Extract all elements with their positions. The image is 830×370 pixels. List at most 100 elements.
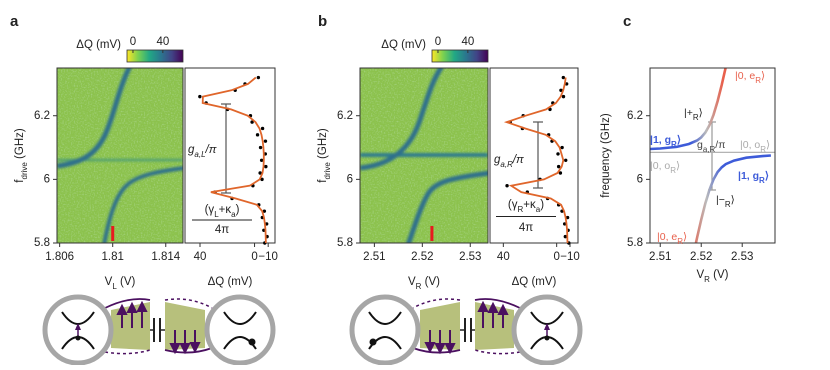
text-part: f <box>317 179 329 183</box>
y-axis-label: fdrive (GHz) <box>317 128 332 183</box>
data-point <box>561 94 566 99</box>
data-point <box>250 120 254 124</box>
plot-frame <box>56 67 184 244</box>
subscript: L <box>112 282 117 291</box>
state-label: |0, oR⟩ <box>740 139 770 154</box>
subscript: R <box>677 237 683 246</box>
text-part: ⟩ <box>765 170 769 182</box>
state-label: |+R⟩ <box>684 107 703 122</box>
y-tick-label: 6 <box>347 173 353 185</box>
data-point <box>259 158 264 162</box>
subscript: R <box>518 205 524 214</box>
x-tick-label: 2.51 <box>363 251 385 263</box>
x-tick-label: −10 <box>560 251 580 263</box>
text-part: V <box>408 276 416 288</box>
y-tick-label: 6.2 <box>34 110 50 122</box>
text-part: |0, o <box>740 139 760 151</box>
y-tick-label: 6.2 <box>627 110 643 122</box>
text-part: |0, e <box>735 70 755 82</box>
text-part: |0, o <box>650 160 670 172</box>
data-point <box>505 184 509 188</box>
text-part: /π <box>715 139 725 151</box>
text-part: |0, e <box>657 231 677 243</box>
text-part: ⟩ <box>766 139 770 151</box>
text-part: (V) <box>710 269 729 281</box>
fit-line <box>503 77 569 244</box>
subscript: a <box>231 210 236 219</box>
text-part: ⟩ <box>761 70 765 82</box>
subscript: drive <box>323 162 332 180</box>
data-point <box>558 171 563 175</box>
coupling-label: ga,R/π <box>494 154 524 169</box>
text-part: (GHz) <box>317 128 329 162</box>
y-axis-label: fdrive (GHz) <box>14 128 29 183</box>
colorbar-tick-label: 0 <box>130 36 136 48</box>
text-part: |+ <box>684 107 693 119</box>
colorbar-tick-label: 40 <box>461 36 474 48</box>
state-label: |1, gR⟩ <box>650 134 681 149</box>
x-axis-label: VR (V) <box>697 269 729 284</box>
gate-marker <box>430 226 434 241</box>
subscript: R <box>693 113 699 122</box>
data-point <box>565 215 570 220</box>
x-tick-label: 2.52 <box>411 251 433 263</box>
data-point <box>255 133 260 137</box>
linewidth-numerator: (γL+κa) <box>205 204 240 219</box>
data-point <box>556 152 560 156</box>
colorbar-label: ΔQ (mV) <box>381 39 426 51</box>
panel-label: b <box>318 13 327 30</box>
bracket <box>221 103 716 194</box>
linewidth-denominator: 4π <box>215 224 229 236</box>
fit-line <box>201 76 267 244</box>
state-label: |0, eR⟩ <box>735 70 765 85</box>
x-tick-label: 2.52 <box>690 251 712 263</box>
text-part: |− <box>716 194 725 206</box>
subscript: L <box>214 210 219 219</box>
x-tick-label: 2.53 <box>731 251 753 263</box>
gate-marker <box>111 226 115 241</box>
plot-frame <box>184 67 276 244</box>
energy-branch <box>694 154 771 243</box>
colorbar <box>126 49 184 63</box>
state-label: |−R⟩ <box>716 194 735 209</box>
coupling-label: ga,L/π <box>188 144 217 159</box>
text-part: g <box>697 139 703 151</box>
text-part: ⟩ <box>676 160 680 172</box>
data-point <box>260 126 265 131</box>
device-diagram <box>45 297 273 363</box>
x-tick-label: 0 <box>251 251 257 263</box>
subscript: R <box>704 275 710 284</box>
text-part: ⟩ <box>699 107 703 119</box>
y-tick-label: 5.8 <box>337 237 353 249</box>
text-part: V <box>697 269 705 281</box>
colorbar-tick-label: 40 <box>156 36 169 48</box>
x-tick-label: 1.806 <box>45 251 74 263</box>
data-point <box>548 107 552 112</box>
x-axis-label: ΔQ (mV) <box>208 276 253 288</box>
plot-frame <box>359 67 489 244</box>
x-axis-label: VR (V) <box>408 276 440 291</box>
energy-branch <box>650 68 727 151</box>
x-tick-label: 1.81 <box>102 251 124 263</box>
subscript: drive <box>20 162 29 180</box>
text-part: ⟩ <box>683 231 687 243</box>
y-tick-label: 5.8 <box>627 237 643 249</box>
data-point <box>563 234 568 239</box>
text-part: +κ <box>219 204 232 216</box>
linewidth-numerator: (γR+κa) <box>508 199 544 214</box>
data-point <box>260 177 264 182</box>
subscript: R <box>671 140 677 149</box>
x-tick-label: 1.814 <box>151 251 180 263</box>
state-label: |0, eR⟩ <box>657 231 687 246</box>
data-point <box>263 139 268 143</box>
text-part: V <box>105 276 113 288</box>
state-label: ga,R/π <box>697 139 725 154</box>
x-tick-label: −10 <box>258 251 278 263</box>
x-tick-label: 2.51 <box>649 251 671 263</box>
data-point <box>258 171 262 175</box>
plot-frame <box>649 67 776 244</box>
data-point <box>262 209 267 213</box>
text-part: +κ <box>523 199 536 211</box>
text-part: g <box>188 144 195 156</box>
